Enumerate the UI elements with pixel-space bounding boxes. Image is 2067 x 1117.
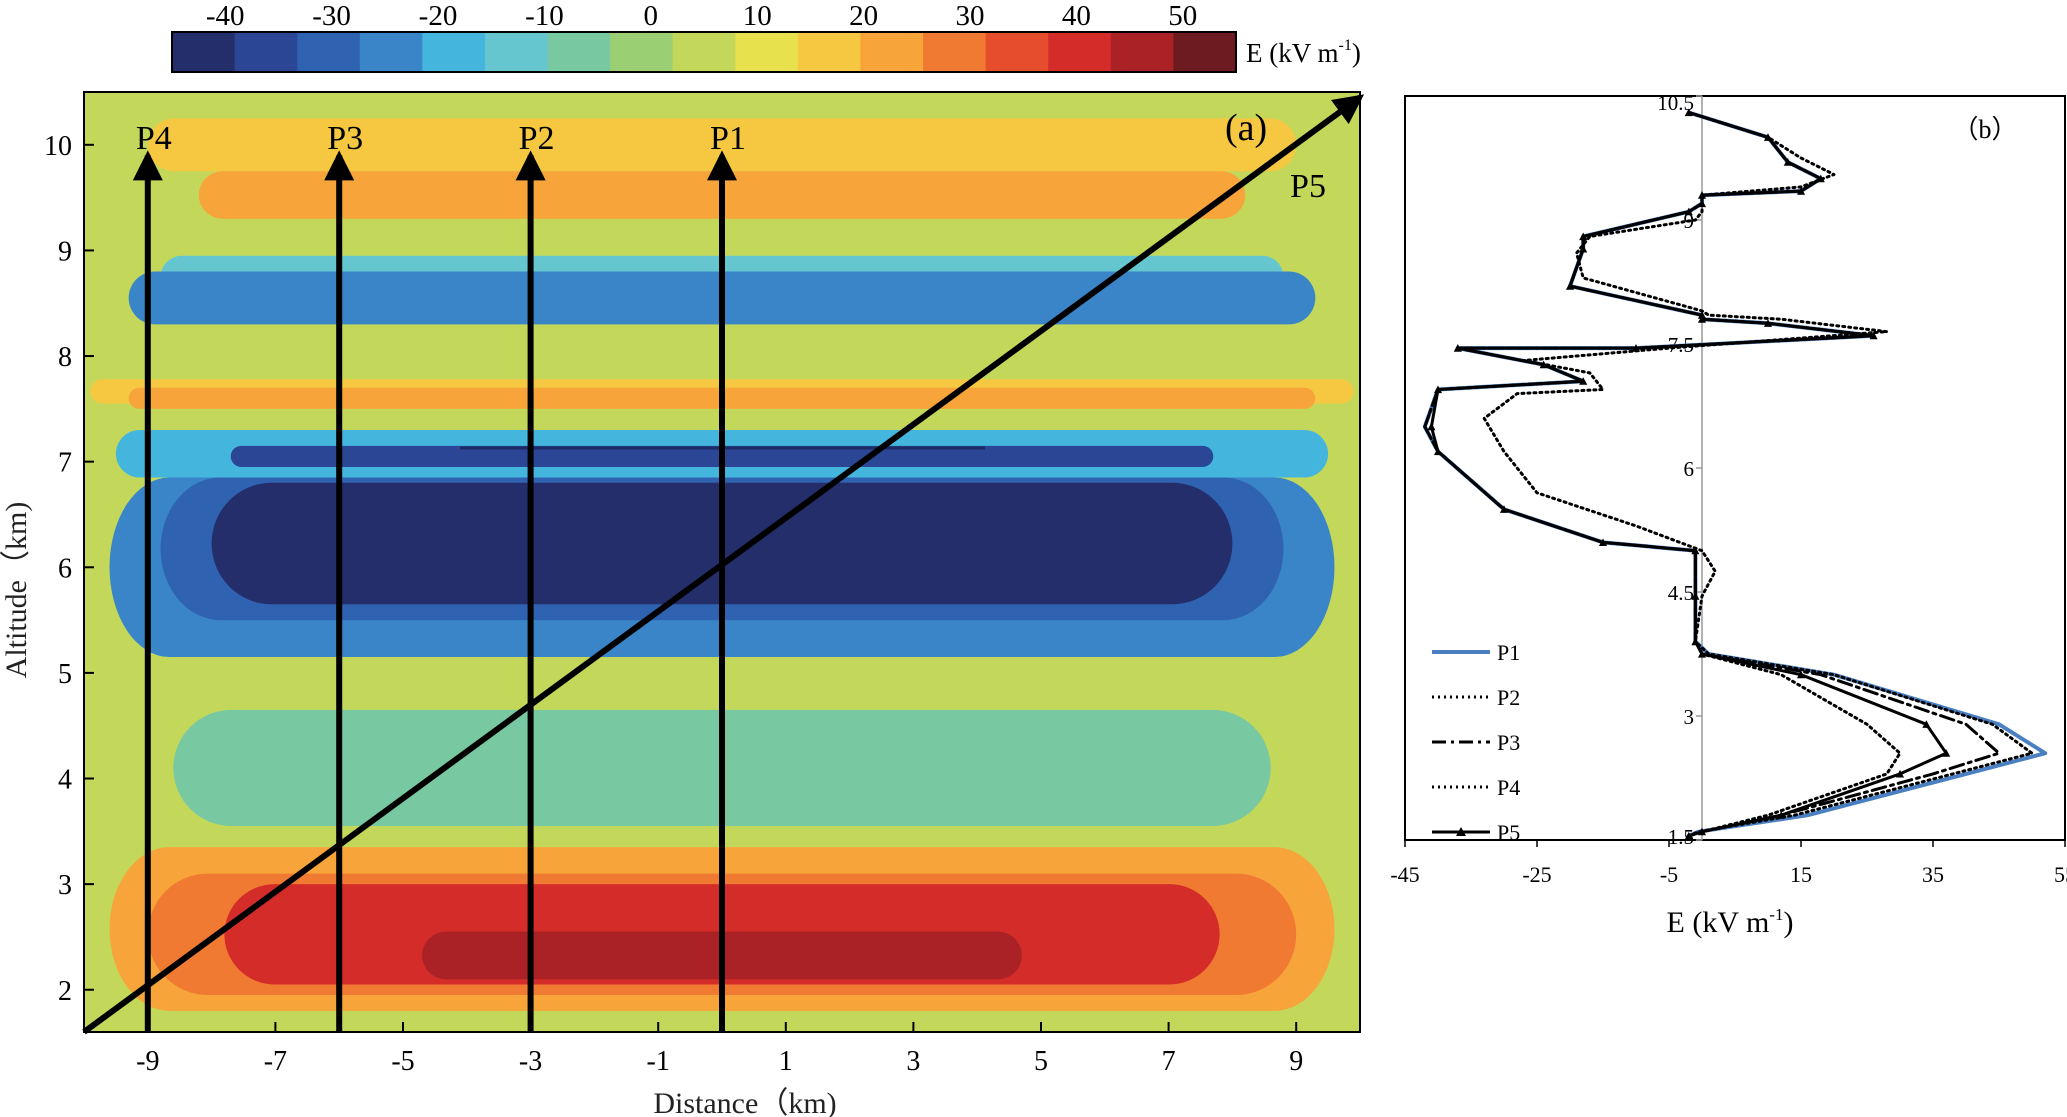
colorbar-cell-7 <box>610 32 674 72</box>
colorbar-cell-9 <box>735 32 799 72</box>
panel-a-paths: P4 P3 P2 P1 P5 <box>82 94 1365 1035</box>
x-tick-label: 1 <box>779 1046 793 1077</box>
panel-b-legend: P1 P2 P3 P4 P5 <box>1432 640 1520 845</box>
colorbar-tick-label: 40 <box>1062 0 1091 32</box>
colorbar-tick-label: 50 <box>1168 0 1197 32</box>
b-x-tick-label: -5 <box>1660 862 1678 887</box>
x-tick-label: 9 <box>1289 1046 1303 1077</box>
y-tick-label: 10 <box>44 131 72 162</box>
colorbar-cell-14 <box>1048 32 1112 72</box>
path-label-p5: P5 <box>1290 168 1326 205</box>
legend-label-p2: P2 <box>1497 685 1520 710</box>
panel-b-xlabel: E (kV m-1) <box>1667 905 1794 939</box>
colorbar-ticks: -40 -30 -20 -10 0 10 20 30 40 50 <box>206 0 1197 32</box>
colorbar-frame <box>171 31 1237 73</box>
b-x-tick-label: 55 <box>2054 862 2067 887</box>
colorbar-tick-label: 30 <box>956 0 985 32</box>
path-label-p3: P3 <box>327 120 363 157</box>
panel-b-frame <box>1404 95 2066 841</box>
colorbar-label-close: ) <box>1352 38 1361 68</box>
legend-label-p1: P1 <box>1497 640 1520 665</box>
path-label-p1: P1 <box>710 120 746 157</box>
colorbar-cell-0 <box>172 32 236 72</box>
x-tick-label: -7 <box>264 1046 287 1077</box>
legend-label-p5: P5 <box>1497 820 1520 845</box>
contour-band-0 <box>147 118 1297 172</box>
colorbar-tick-label: 20 <box>849 0 878 32</box>
colorbar-cell-12 <box>923 32 987 72</box>
colorbar-cells <box>172 32 1237 72</box>
colorbar-cell-16 <box>1173 32 1237 72</box>
x-tick-label: -3 <box>519 1046 542 1077</box>
colorbar-cell-2 <box>297 32 361 72</box>
y-tick-label: 4 <box>58 765 72 796</box>
y-tick-label: 3 <box>58 870 72 901</box>
colorbar-tick-label: -20 <box>419 0 458 32</box>
y-tick-label: 5 <box>58 659 72 690</box>
x-tick-label: -5 <box>391 1046 414 1077</box>
colorbar-cell-8 <box>672 32 736 72</box>
b-y-tick-label: 6 <box>1684 457 1695 481</box>
colorbar-label-text: E (kV m <box>1246 38 1339 68</box>
colorbar-cell-10 <box>797 32 862 72</box>
panel-a-label: (a) <box>1225 107 1267 149</box>
colorbar-tick-label: -10 <box>525 0 564 32</box>
y-tick-label: 2 <box>58 976 72 1007</box>
colorbar-label-sup: -1 <box>1339 37 1352 54</box>
legend-label-p4: P4 <box>1497 775 1520 800</box>
path-label-p4: P4 <box>136 120 172 157</box>
panel-b-xlabel-text: E (kV m <box>1667 906 1770 939</box>
x-tick-label: 5 <box>1034 1046 1048 1077</box>
b-x-tick-label: -25 <box>1522 862 1551 887</box>
colorbar-tick-label: 10 <box>743 0 772 32</box>
colorbar-tick-label: -40 <box>206 0 245 32</box>
b-x-tick-label: 35 <box>1922 862 1944 887</box>
b-x-tick-label: 15 <box>1790 862 1812 887</box>
panel-a-xlabel: Distance（km) <box>653 1087 836 1117</box>
x-tick-label: -1 <box>647 1046 670 1077</box>
b-x-tick-label: -45 <box>1390 862 1419 887</box>
path-arrow-p5 <box>82 94 1365 1035</box>
colorbar-cell-11 <box>860 32 924 72</box>
colorbar-cell-4 <box>422 32 486 72</box>
panel-b-xlabel-close: ) <box>1783 906 1793 939</box>
colorbar-tick-label: -30 <box>312 0 351 32</box>
y-tick-label: 9 <box>58 236 72 267</box>
y-tick-label: 6 <box>58 553 72 584</box>
legend-marker <box>1456 827 1466 836</box>
panel-a-ylabel: Altitude（km) <box>0 502 33 679</box>
panel-a: -9 -7 -5 -3 -1 1 3 5 7 9 2 3 4 5 6 7 8 9 10 P4 P3 P2 P1 P5 (a)… <box>0 91 1365 1117</box>
path-label-p2: P2 <box>519 120 555 157</box>
panel-b-xlabel-sup: -1 <box>1769 905 1783 924</box>
b-y-tick-label: 4.5 <box>1668 581 1694 605</box>
y-tick-label: 8 <box>58 342 72 373</box>
y-tick-label: 7 <box>58 448 72 479</box>
x-tick-label: 3 <box>906 1046 920 1077</box>
b-y-tick-label: 3 <box>1684 705 1695 729</box>
panel-b-series <box>1422 108 2048 840</box>
colorbar-label: E (kV m-1) <box>1246 37 1361 68</box>
colorbar-cell-15 <box>1110 32 1175 72</box>
colorbar-cell-6 <box>547 32 611 72</box>
panel-a-ticks: -9 -7 -5 -3 -1 1 3 5 7 9 2 3 4 5 6 7 8 9 10 <box>44 131 1303 1077</box>
x-tick-label: 7 <box>1162 1046 1176 1077</box>
colorbar-cell-5 <box>484 32 549 72</box>
colorbar-tick-label: 0 <box>644 0 659 32</box>
colorbar-cell-1 <box>234 32 298 72</box>
panel-b-label: （b） <box>1952 115 2017 144</box>
legend-label-p3: P3 <box>1497 730 1520 755</box>
x-tick-label: -9 <box>136 1046 159 1077</box>
series-line-p5 <box>1427 108 1951 840</box>
colorbar-cell-3 <box>359 32 423 72</box>
colorbar: -40 -30 -20 -10 0 10 20 30 40 50 E (kV m-1) <box>171 0 1361 73</box>
colorbar-cell-13 <box>985 32 1049 72</box>
